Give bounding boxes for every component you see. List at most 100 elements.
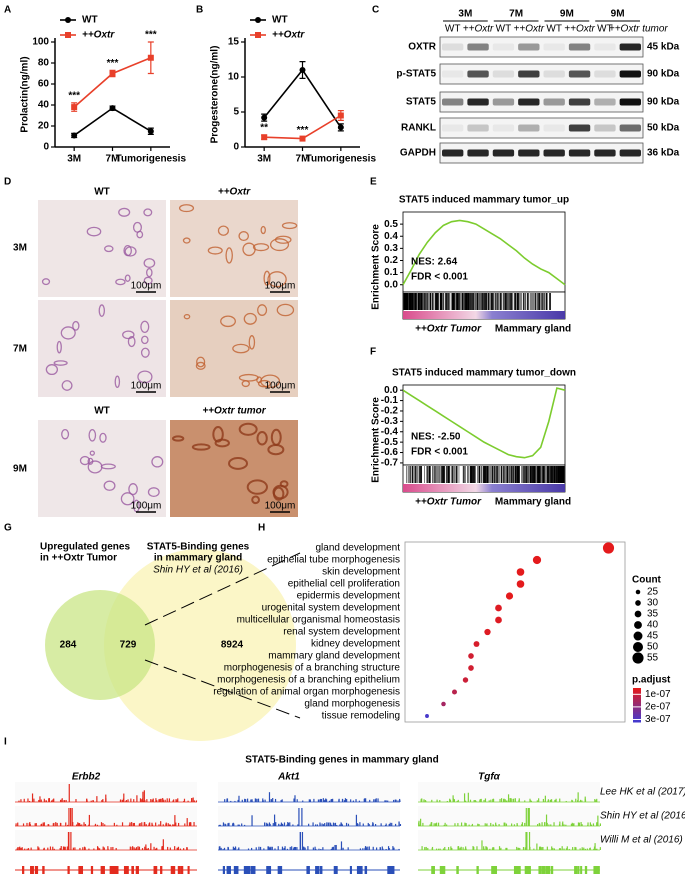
legend-dot [634, 621, 642, 629]
signal-peak [573, 823, 575, 826]
statistic: FDR < 0.001 [411, 447, 468, 458]
y-tick-label: 40 [38, 100, 50, 111]
signal-peak [581, 824, 583, 826]
signal-peak [551, 846, 553, 850]
signal-peak [291, 846, 293, 850]
signal-peak [226, 798, 229, 802]
blot-protein: GAPDH [400, 148, 436, 159]
track-source: Willi M et al (2016) [600, 835, 683, 846]
blot-band [568, 43, 591, 51]
micrograph-structure [272, 486, 285, 501]
signal-peak [568, 848, 570, 850]
micrograph-structure [120, 492, 135, 506]
signal-peak [375, 798, 377, 802]
blot-band [543, 43, 565, 51]
column-header: ++Oxtr tumor [202, 406, 266, 417]
signal-peak [161, 846, 163, 850]
signal-peak [495, 822, 497, 826]
signal-peak [571, 822, 573, 826]
micrograph-structure [127, 336, 136, 348]
signal-peak [340, 841, 343, 850]
signal-peak [480, 798, 482, 802]
signal-peak [133, 822, 135, 826]
signal-peak [385, 848, 387, 850]
signal-peak [314, 846, 316, 850]
signal-peak [146, 848, 148, 850]
signal-peak [133, 799, 135, 802]
blot-band [568, 149, 591, 157]
signal-peak [79, 847, 81, 850]
signal-peak [570, 823, 573, 826]
signal-peak [175, 800, 177, 802]
signal-peak [286, 824, 288, 826]
gene-name: Tgfα [478, 772, 501, 783]
signal-peak [483, 846, 485, 850]
signal-peak [177, 846, 180, 850]
signal-peak [359, 848, 361, 850]
blot-band [594, 98, 616, 106]
signal-peak [382, 848, 384, 850]
signal-peak [284, 846, 286, 850]
signal-peak [112, 846, 114, 850]
dot [495, 604, 502, 612]
signal-peak [325, 799, 328, 802]
signal-peak [451, 848, 453, 850]
signal-peak [102, 823, 104, 826]
blot-band [442, 124, 464, 132]
venn-count: 8924 [221, 640, 244, 651]
exon [233, 866, 239, 874]
micrograph-structure [183, 313, 191, 320]
signal-peak [174, 815, 176, 826]
blot-band [492, 149, 515, 157]
dot [425, 714, 429, 718]
signal-peak [528, 832, 531, 850]
signal-peak [352, 800, 355, 802]
micrograph-structure [228, 457, 248, 470]
signal-peak [184, 823, 186, 826]
signal-peak [374, 824, 377, 826]
signal-peak [232, 823, 234, 826]
signal-peak [123, 800, 125, 802]
colorbar-cell [633, 694, 641, 697]
signal-peak [268, 792, 271, 802]
signal-peak [486, 846, 488, 850]
signal-peak [367, 822, 369, 826]
micrograph-structure [79, 455, 91, 466]
micrograph-structure [212, 426, 224, 443]
blot-size: 36 kDa [647, 148, 680, 159]
micrograph-structure [60, 326, 76, 340]
signal-peak [424, 847, 426, 850]
signal-peak [64, 848, 66, 850]
signal-peak [37, 846, 39, 850]
signal-peak [545, 814, 548, 826]
signal-peak [301, 808, 303, 826]
signal-peak [254, 798, 256, 802]
signal-peak [222, 822, 225, 826]
signal-peak [143, 790, 145, 802]
signal-peak [281, 846, 284, 850]
signal-peak [141, 848, 144, 850]
signal-peak [90, 800, 92, 802]
signal-peak [394, 823, 397, 826]
signal-peak [574, 846, 576, 850]
signal-peak [549, 799, 551, 802]
signal-peak [141, 822, 143, 826]
signal-peak [565, 800, 567, 802]
signal-peak [438, 848, 440, 850]
signal-peak [503, 800, 505, 802]
colorbar-cell [633, 714, 641, 717]
micrograph-structure [196, 356, 206, 368]
signal-peak [315, 824, 317, 826]
signal-peak [38, 847, 40, 850]
signal-peak [169, 847, 171, 850]
signal-peak [468, 824, 470, 826]
signal-peak [420, 799, 422, 802]
exon [67, 866, 70, 874]
signal-peak [529, 800, 532, 802]
colorbar-cell [633, 704, 641, 707]
blot-timepoint: 3M [458, 9, 472, 20]
signal-peak [283, 824, 285, 826]
signal-peak [301, 832, 304, 850]
micrograph-structure [256, 376, 263, 384]
signal-peak [377, 798, 379, 802]
